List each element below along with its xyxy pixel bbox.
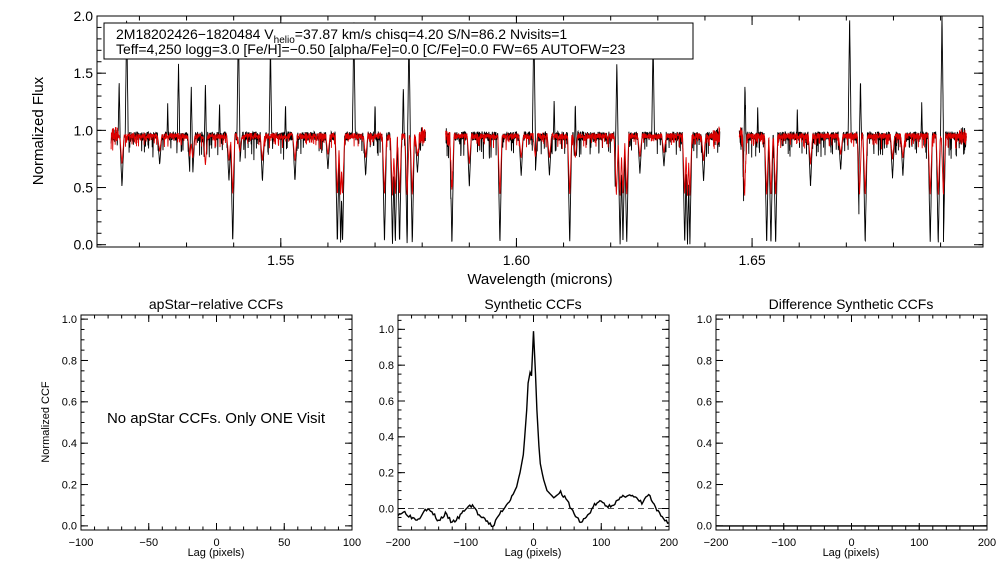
- y-tick-label: 0.4: [62, 438, 77, 450]
- apstar-xlabel: Lag (pixels): [188, 547, 245, 559]
- model-spectrum-segment: [110, 127, 426, 196]
- x-tick-label: 200: [660, 537, 678, 549]
- x-tick-label: −200: [386, 537, 411, 549]
- y-tick-label: 0.0: [62, 521, 77, 533]
- y-tick-label: 0.8: [697, 355, 712, 367]
- synthetic-ccf-curve: [397, 331, 670, 528]
- apstar-note: No apStar CCFs. Only ONE Visit: [107, 410, 326, 427]
- x-tick-label: −100: [69, 537, 94, 549]
- y-tick-label: 0.0: [74, 237, 94, 253]
- synthetic-xlabel: Lag (pixels): [505, 547, 562, 559]
- x-tick-label: −50: [139, 537, 158, 549]
- x-tick-label: 100: [343, 537, 361, 549]
- y-tick-label: 0.2: [379, 468, 394, 480]
- x-tick-label: 1.65: [738, 252, 765, 268]
- synthetic-title: Synthetic CCFs: [484, 296, 581, 312]
- y-tick-label: 1.0: [697, 314, 712, 326]
- apstar-ticks: −100 −50 0 50 100 0.0 0.2 0.4 0.6 0.8 1.0: [62, 314, 361, 549]
- difference-ticks: −200 −100 0 100 200 0.0 0.2 0.4 0.6 0.8 1.0: [697, 314, 996, 549]
- y-tick-label: 1.0: [379, 324, 394, 336]
- x-tick-label: 1.55: [267, 252, 294, 268]
- apstar-title: apStar−relative CCFs: [149, 296, 283, 312]
- spectrum-xlabel: Wavelength (microns): [467, 271, 612, 288]
- x-tick-label: 100: [910, 537, 928, 549]
- model-spectrum-segment: [445, 126, 721, 196]
- spectrum-axes-frame: [96, 15, 984, 248]
- x-tick-label: 0: [530, 537, 536, 549]
- difference-ccf-panel: −200 −100 0 100 200 0.0 0.2 0.4 0.6 0.8 1.0 Differ…: [697, 296, 996, 559]
- y-tick-label: 0.4: [697, 438, 712, 450]
- y-tick-label: 0.6: [62, 397, 77, 409]
- x-tick-label: 50: [278, 537, 290, 549]
- y-tick-label: 0.2: [697, 479, 712, 491]
- x-tick-label: 1.60: [503, 252, 530, 268]
- spectrum-ylabel: Normalized Flux: [30, 76, 47, 185]
- y-tick-label: 0.6: [379, 396, 394, 408]
- x-tick-label: −100: [771, 537, 796, 549]
- x-tick-label: −200: [704, 537, 729, 549]
- synthetic-ticks: −200 −100 0 100 200 0.0 0.2 0.4 0.6 0.8 1.0: [379, 315, 678, 549]
- apstar-ylabel: Normalized CCF: [40, 381, 52, 463]
- synthetic-ccf-panel: −200 −100 0 100 200 0.0 0.2 0.4 0.6 0.8 1.0 Synthe…: [379, 296, 678, 559]
- apstar-ccf-panel: −100 −50 0 50 100 0.0 0.2 0.4 0.6 0.8 1.0 apStar−r…: [40, 296, 361, 559]
- y-tick-label: 1.5: [74, 65, 94, 81]
- info-line-1-prefix: 2M18202426−1820484 V: [116, 26, 274, 42]
- y-tick-label: 0.8: [379, 360, 394, 372]
- observed-spectrum-segment: [738, 16, 967, 243]
- model-spectrum: [110, 126, 967, 196]
- y-tick-label: 0.8: [62, 355, 77, 367]
- x-tick-label: 0: [213, 537, 219, 549]
- info-line-1-rest: =37.87 km/s chisq=4.20 S/N=86.2 Nvisits=…: [295, 26, 568, 42]
- y-tick-label: 0.4: [379, 432, 394, 444]
- difference-axes-frame: [715, 314, 988, 531]
- y-tick-label: 0.0: [697, 521, 712, 533]
- spectrum-ticks: 1.55 1.60 1.65 0.0 0.5 1.0 1.5 2.0: [74, 8, 983, 268]
- x-tick-label: 0: [848, 537, 854, 549]
- x-tick-label: 200: [978, 537, 996, 549]
- model-spectrum-segment: [738, 127, 967, 196]
- y-tick-label: 0.2: [62, 479, 77, 491]
- info-line-1-sub: helio: [274, 35, 296, 46]
- difference-xlabel: Lag (pixels): [823, 547, 880, 559]
- x-tick-label: 100: [592, 537, 610, 549]
- synthetic-axes-frame: [397, 314, 670, 531]
- y-tick-label: 0.0: [379, 503, 394, 515]
- y-tick-label: 1.0: [74, 122, 94, 138]
- info-line-1: 2M18202426−1820484 Vhelio=37.87 km/s chi…: [116, 26, 567, 46]
- y-tick-label: 1.0: [62, 314, 77, 326]
- info-box: [103, 22, 694, 60]
- info-line-2: Teff=4,250 logg=3.0 [Fe/H]=−0.50 [alpha/…: [116, 41, 625, 57]
- y-tick-label: 2.0: [74, 8, 94, 24]
- y-tick-label: 0.6: [697, 397, 712, 409]
- x-tick-label: −100: [453, 537, 478, 549]
- spectrum-panel: 1.55 1.60 1.65 0.0 0.5 1.0 1.5 2.0 Wavelength (…: [30, 8, 984, 288]
- difference-title: Difference Synthetic CCFs: [769, 296, 934, 312]
- y-tick-label: 0.5: [74, 179, 94, 195]
